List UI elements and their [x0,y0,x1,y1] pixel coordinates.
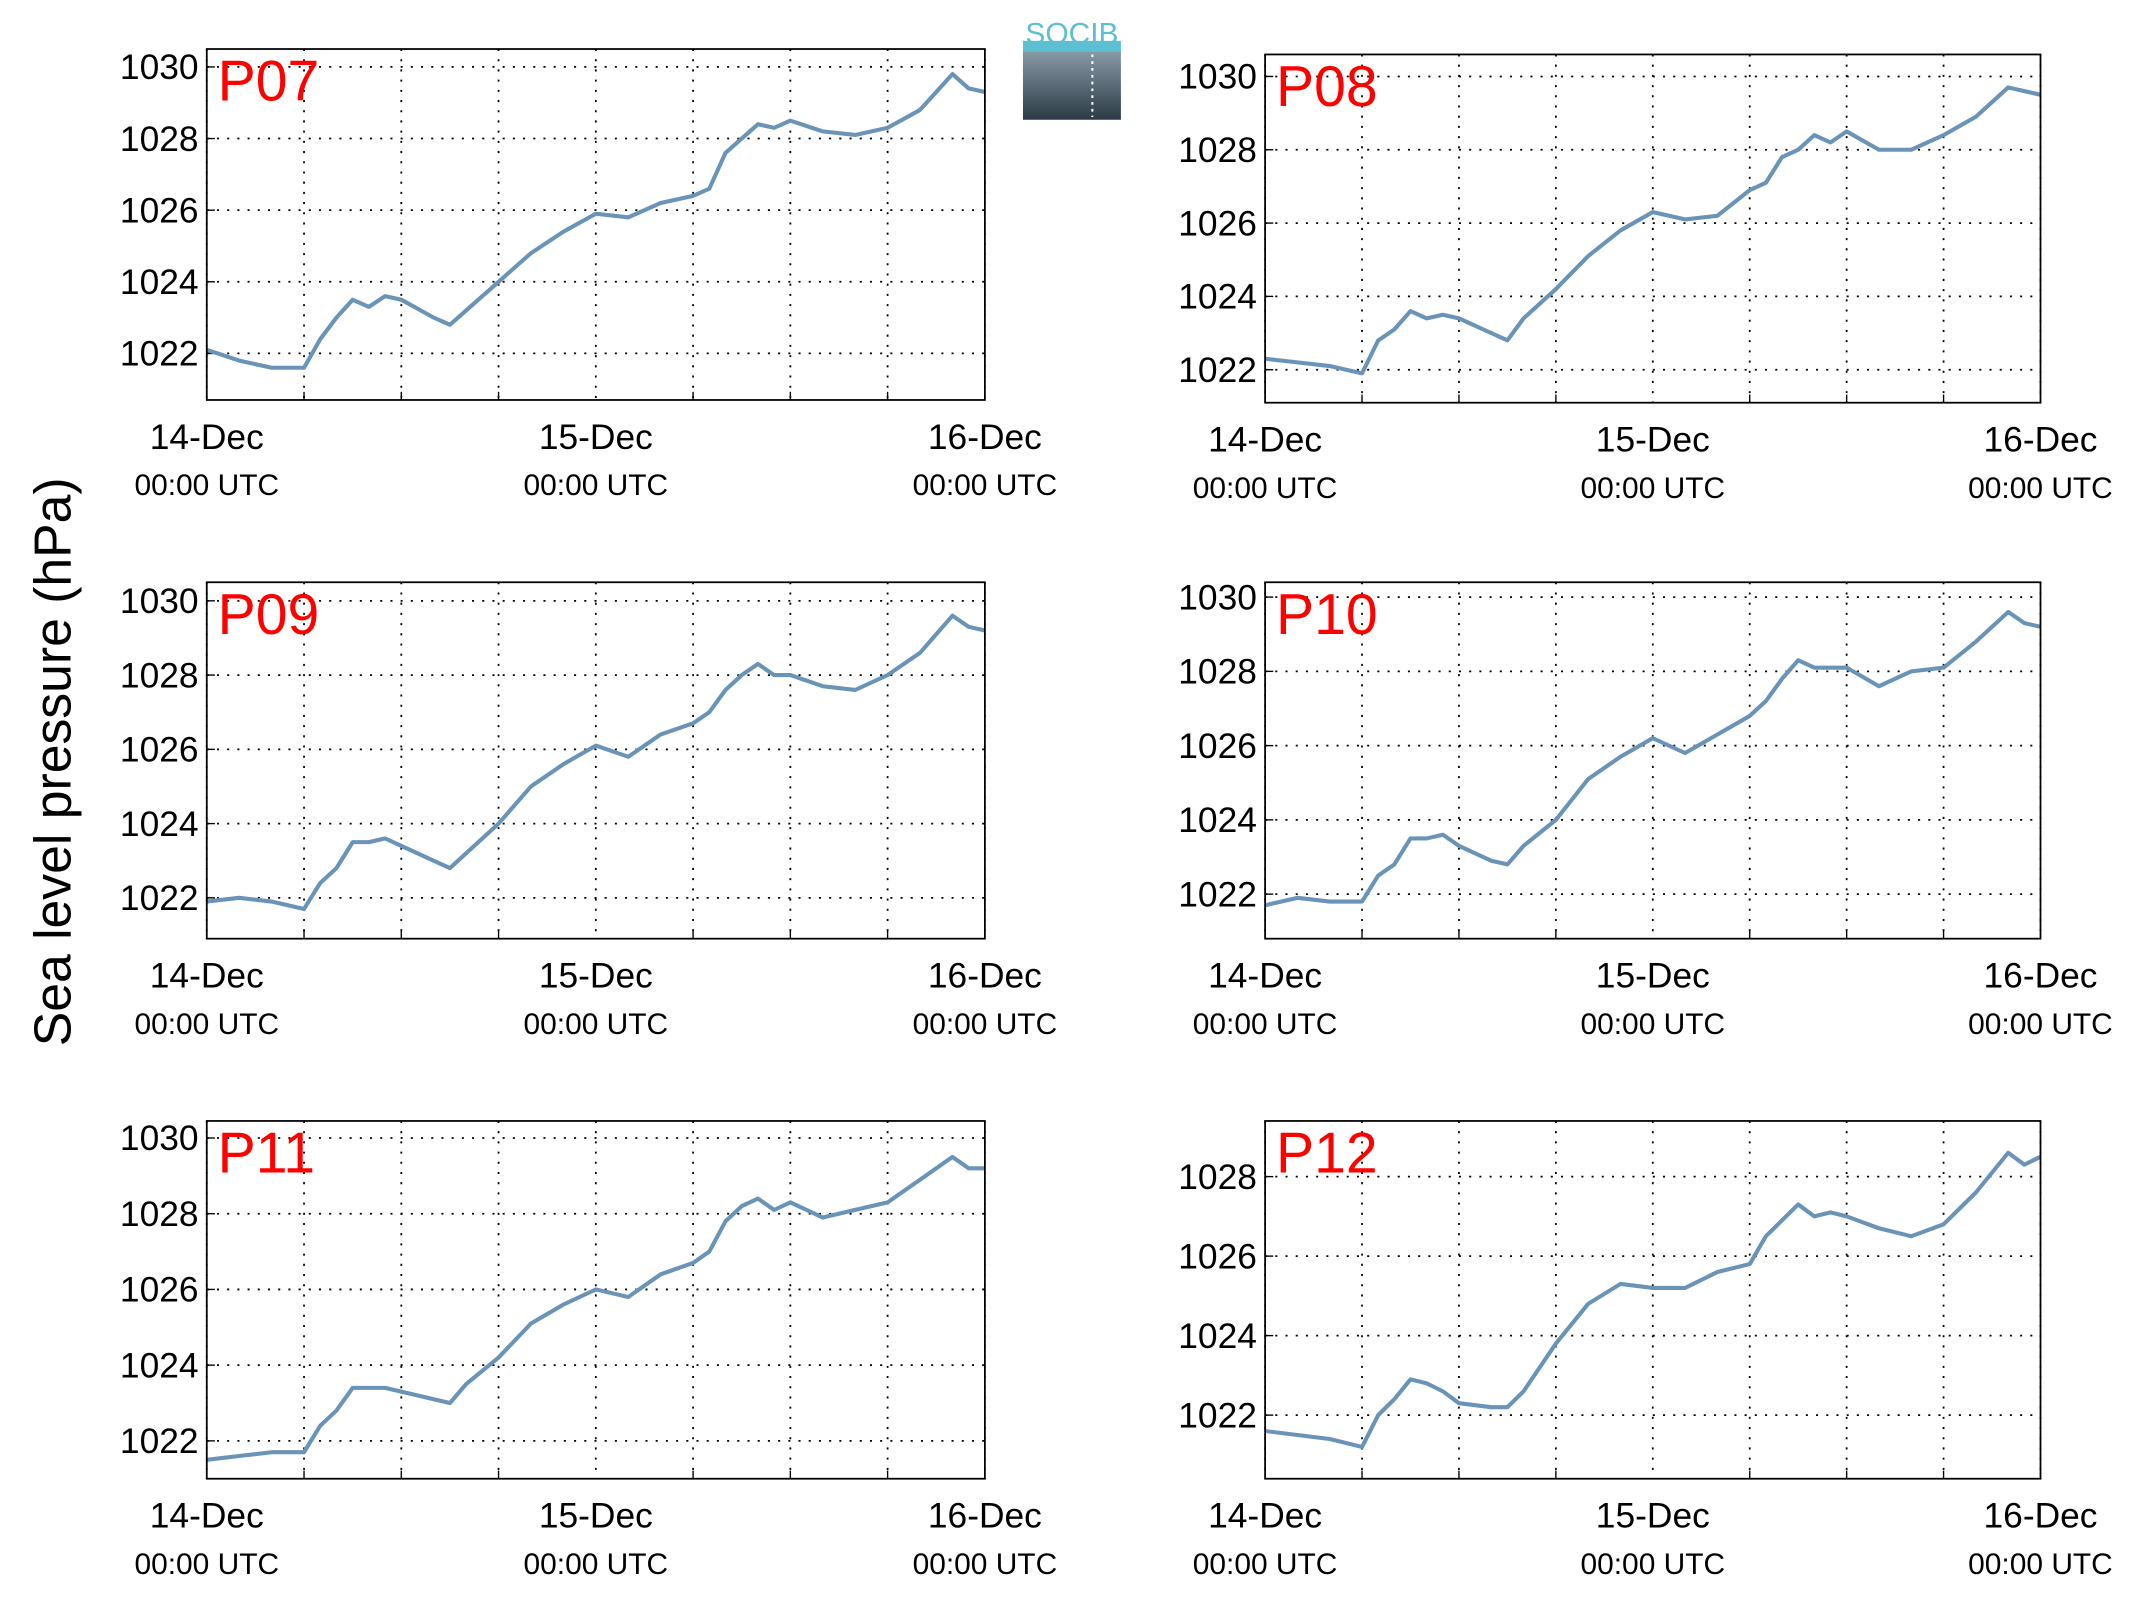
panel-title: P08 [1276,55,1378,119]
logo-block [1022,50,1121,120]
y-tick-label: 1030 [120,48,199,87]
plot-frame [205,48,986,401]
y-tick-label: 1024 [1178,801,1257,840]
logo-text: SOCIB [1025,18,1118,51]
y-tick-label: 1028 [120,1195,199,1234]
y-tick-label: 1026 [1178,1237,1257,1276]
x-tick-label: 16-Dec 00:00 UTC [913,1497,1058,1581]
plot-area [1265,582,2041,939]
y-tick-label: 1028 [1178,131,1257,170]
plot-area [206,582,985,939]
panel: 1022 1024 1026 1028 14-Dec 00:00 UTC 15-Dec 00:… [1178,1120,2113,1581]
y-tick-label: 1026 [120,1271,199,1310]
y-tick-label: 1022 [120,335,199,374]
x-tick-label: 15-Dec 00:00 UTC [1580,957,1725,1041]
panel-title: P10 [1276,583,1378,647]
logo-band [1022,40,1121,52]
y-tick-label: 1022 [120,1422,199,1461]
panel: 1022 1024 1026 1028 1030 14-Dec 00:00 UTC 15-De… [120,581,1058,1041]
plot-frame [1264,1120,2042,1480]
x-tick-label: 15-Dec 00:00 UTC [524,418,669,502]
x-tick-label: 14-Dec 00:00 UTC [1193,421,1338,505]
data-line [1264,609,2041,908]
y-tick-label: 1022 [1178,1396,1257,1435]
plot-frame [205,581,986,940]
y-tick-label: 1028 [120,120,199,159]
panel-title: P11 [218,1122,315,1186]
y-tick-label: 1026 [1178,204,1257,243]
y-tick-label: 1030 [120,1119,199,1158]
panel: 1022 1024 1026 1028 1030 14-Dec 00:00 UTC 15-De… [1178,53,2113,505]
y-tick-label: 1022 [1178,351,1257,390]
x-tick-label: 15-Dec 00:00 UTC [1580,421,1725,505]
data-line [1264,1150,2042,1449]
data-line [1264,85,2041,376]
y-tick-label: 1028 [1178,653,1257,692]
logo: SOCIB [1022,18,1121,120]
y-tick-label: 1028 [1178,1158,1257,1197]
x-tick-label: 16-Dec 00:00 UTC [1968,957,2113,1041]
panel: 1022 1024 1026 1028 1030 14-Dec 00:00 UTC 15-De… [1178,578,2113,1041]
y-tick-label: 1024 [120,1346,199,1385]
x-tick-label: 15-Dec 00:00 UTC [1580,1497,1725,1581]
y-tick-label: 1028 [120,656,199,695]
x-tick-label: 16-Dec 00:00 UTC [913,418,1058,502]
y-tick-label: 1024 [120,805,199,844]
y-tick-label: 1026 [120,191,199,230]
x-tick-label: 14-Dec 00:00 UTC [134,957,279,1041]
plot-frame [205,1120,986,1480]
panel: 1022 1024 1026 1028 1030 14-Dec 00:00 UTC 15-De… [120,48,1057,502]
y-tick-label: 1030 [120,582,199,621]
y-tick-label: 1022 [1178,875,1257,914]
data-line [206,1154,985,1462]
x-tick-label: 15-Dec 00:00 UTC [524,957,669,1041]
x-tick-label: 14-Dec 00:00 UTC [1193,957,1338,1041]
panel: 1022 1024 1026 1028 1030 14-Dec 00:00 UTC 15-De… [120,1119,1057,1581]
y-tick-label: 1026 [1178,727,1257,766]
y-tick-label: 1026 [120,731,199,770]
y-tick-label: 1022 [120,879,199,918]
x-tick-label: 15-Dec 00:00 UTC [524,1497,669,1581]
y-axis-label: Sea level pressure (hPa) [24,477,82,1046]
panel-title: P07 [218,50,320,114]
y-tick-label: 1024 [1178,278,1257,317]
x-tick-label: 14-Dec 00:00 UTC [1193,1497,1338,1581]
y-tick-label: 1024 [120,263,199,302]
x-tick-label: 16-Dec 00:00 UTC [1968,1497,2113,1581]
panel-title: P09 [218,583,320,647]
x-tick-label: 16-Dec 00:00 UTC [913,957,1058,1041]
y-tick-label: 1024 [1178,1317,1257,1356]
plot-frame [1264,53,2042,404]
y-tick-label: 1030 [1178,58,1257,97]
panel-title: P12 [1276,1122,1378,1186]
data-line [206,72,986,370]
x-tick-label: 16-Dec 00:00 UTC [1968,421,2113,505]
plot-frame [1264,581,2042,940]
data-line [206,613,986,912]
x-tick-label: 14-Dec 00:00 UTC [134,418,279,502]
y-tick-label: 1030 [1178,578,1257,617]
x-tick-label: 14-Dec 00:00 UTC [134,1497,279,1581]
plot-area [1265,1120,2041,1479]
plot-area [206,1120,985,1479]
